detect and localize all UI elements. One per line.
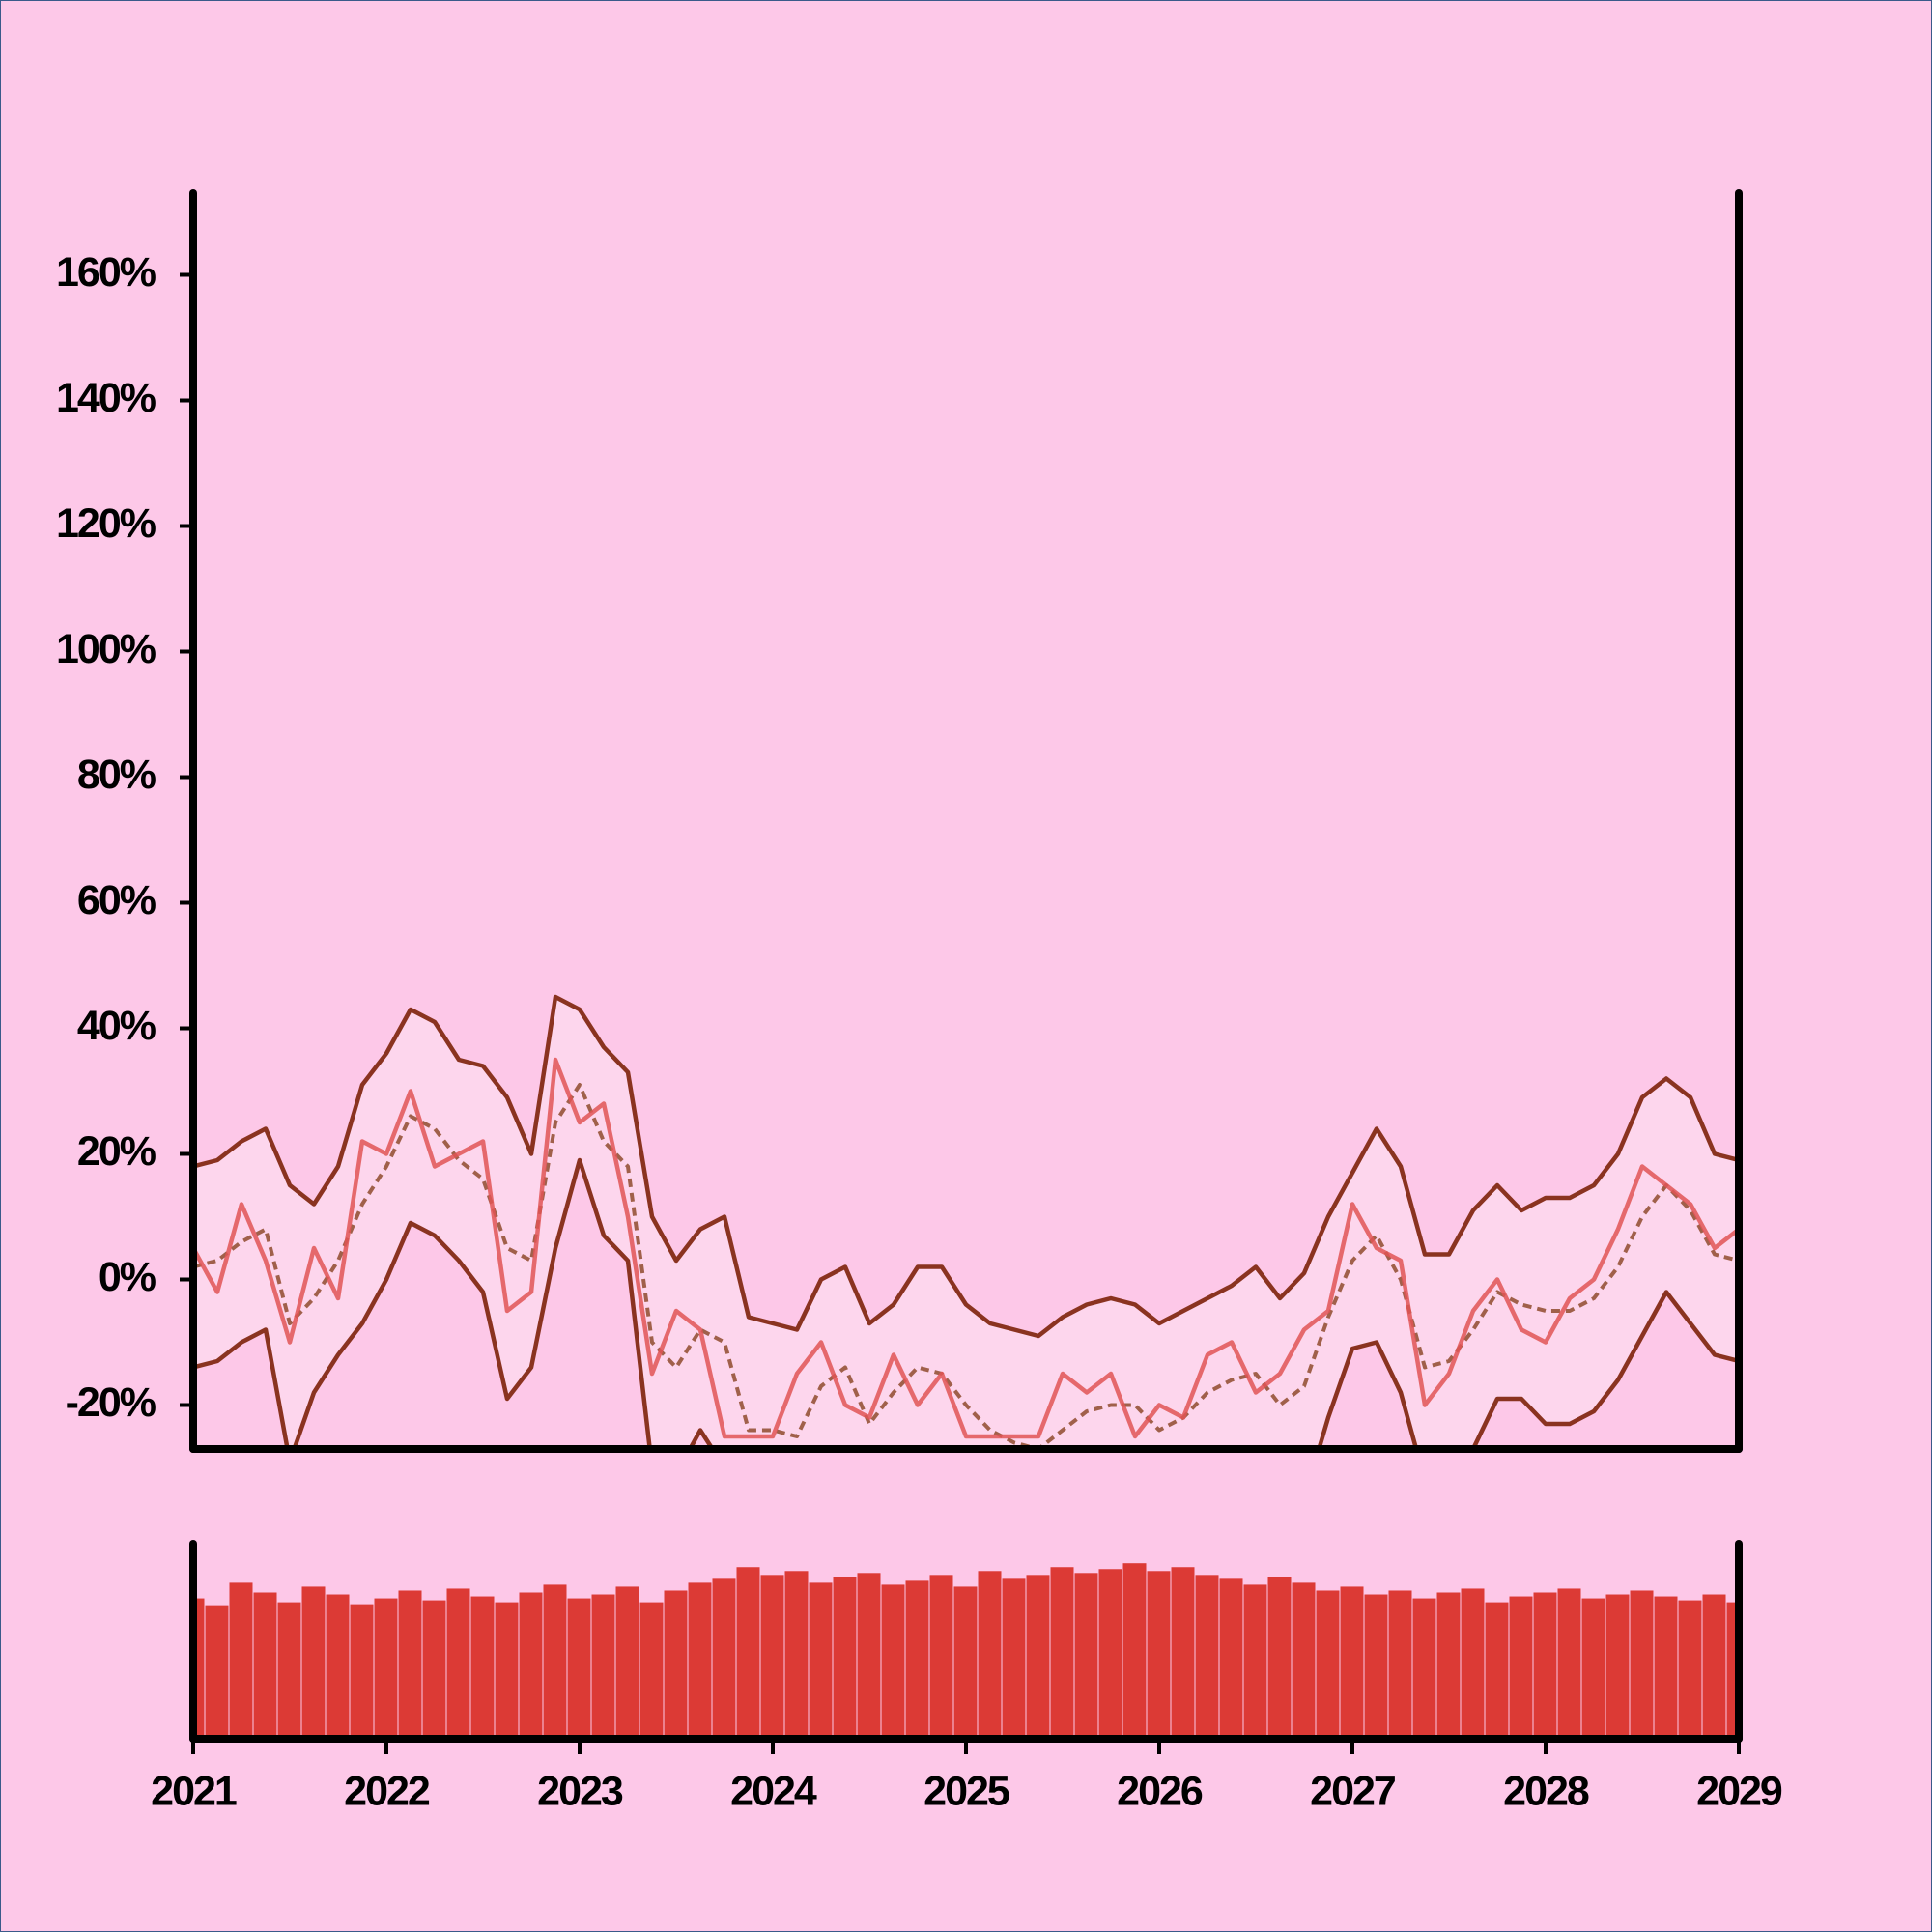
volume-bar xyxy=(1002,1578,1026,1739)
volume-bar xyxy=(446,1588,470,1739)
volume-bar xyxy=(1654,1596,1678,1739)
x-tick-label: 2029 xyxy=(1696,1768,1782,1814)
volume-bar xyxy=(929,1575,953,1739)
x-tick-label: 2022 xyxy=(344,1768,430,1814)
volume-bar xyxy=(1630,1590,1654,1739)
volume-bar xyxy=(1605,1594,1630,1739)
volume-bar xyxy=(1533,1592,1557,1739)
y-tick-label: 60% xyxy=(77,877,156,923)
x-tick-label: 2021 xyxy=(151,1768,237,1814)
main-plot xyxy=(193,994,1739,1449)
volume-bar xyxy=(978,1571,1002,1739)
volume-bar xyxy=(639,1602,664,1739)
volume-bar xyxy=(1316,1590,1340,1739)
volume-bar xyxy=(1098,1569,1122,1739)
volume-bar xyxy=(229,1582,253,1739)
volume-bar xyxy=(905,1580,929,1739)
volume-bar xyxy=(1485,1602,1509,1739)
x-tick-label: 2023 xyxy=(537,1768,623,1814)
line xyxy=(193,994,1739,1339)
y-tick-label: 80% xyxy=(77,752,156,798)
volume-bar xyxy=(1702,1594,1726,1739)
volume-bar xyxy=(519,1592,543,1739)
volume-bar xyxy=(543,1584,567,1739)
volume-bar xyxy=(1412,1598,1436,1739)
volume-bar xyxy=(470,1596,495,1739)
volume-bar xyxy=(1726,1602,1738,1739)
volume-bar xyxy=(688,1582,712,1739)
volume-bar xyxy=(857,1573,881,1739)
volume-bar xyxy=(1267,1577,1292,1739)
volume-bar xyxy=(664,1590,688,1739)
volume-bar xyxy=(350,1604,374,1739)
volume-bar xyxy=(1557,1588,1581,1739)
x-tick-label: 2028 xyxy=(1503,1768,1589,1814)
volume-bar xyxy=(1436,1592,1461,1739)
volume-bar xyxy=(953,1586,978,1739)
volume-bar xyxy=(1026,1575,1050,1739)
volume-bar xyxy=(615,1586,639,1739)
volume-bar xyxy=(1364,1594,1388,1739)
volume-bar xyxy=(1219,1578,1243,1739)
x-tick-label: 2024 xyxy=(730,1768,817,1814)
volume-bar xyxy=(760,1575,784,1739)
volume-bar xyxy=(301,1586,326,1739)
y-tick-label: 140% xyxy=(56,375,156,421)
x-tick-label: 2026 xyxy=(1117,1768,1203,1814)
x-tick-label: 2027 xyxy=(1310,1768,1396,1814)
volume-bar xyxy=(1171,1567,1195,1739)
volume-bar xyxy=(277,1602,301,1739)
volume-bar xyxy=(398,1590,422,1739)
line xyxy=(193,1083,1739,1449)
volume-bar xyxy=(591,1594,615,1739)
volume-bar xyxy=(1292,1582,1316,1739)
y-tick-label: 40% xyxy=(77,1003,156,1049)
y-tick-label: 160% xyxy=(56,249,156,296)
line xyxy=(193,1157,1739,1449)
axes: -20% 0% 20% 40% 60% 80% 100% 120% 140% 160% 2021 20… xyxy=(56,189,1784,1814)
volume-bar xyxy=(326,1594,350,1739)
volume-bar xyxy=(1195,1575,1219,1739)
volume-bar xyxy=(205,1605,229,1739)
volume-bar xyxy=(193,1598,205,1739)
line xyxy=(193,1057,1739,1439)
volume-bar xyxy=(833,1577,857,1739)
volume-bar xyxy=(784,1571,809,1739)
volume-bar xyxy=(1050,1567,1074,1739)
volume-plot xyxy=(193,1563,1738,1739)
y-tick-label: -20% xyxy=(66,1379,156,1426)
volume-bar xyxy=(736,1567,760,1739)
volume-bar xyxy=(1243,1584,1267,1739)
band-fill xyxy=(193,997,1739,1449)
volume-bar xyxy=(253,1592,277,1739)
volume-bar xyxy=(809,1582,833,1739)
volume-bar xyxy=(374,1598,398,1739)
y-tick-label: 20% xyxy=(77,1128,156,1175)
volume-bar xyxy=(712,1578,736,1739)
y-tick-label: 100% xyxy=(56,626,156,672)
volume-bar xyxy=(1074,1573,1098,1739)
volume-bar xyxy=(1581,1598,1605,1739)
volume-bar xyxy=(881,1584,905,1739)
y-tick-label: 0% xyxy=(99,1254,156,1300)
volume-bar xyxy=(1461,1588,1485,1739)
y-tick-label: 120% xyxy=(56,500,156,547)
volume-bar xyxy=(1678,1600,1702,1739)
volume-bar xyxy=(1388,1590,1412,1739)
volume-bar xyxy=(1147,1571,1171,1739)
volume-bar xyxy=(1509,1596,1533,1739)
volume-bar xyxy=(422,1600,446,1739)
volume-bar xyxy=(567,1598,591,1739)
volume-bar xyxy=(1122,1563,1147,1739)
x-tick-label: 2025 xyxy=(923,1768,1009,1814)
volume-bar xyxy=(1340,1586,1364,1739)
volume-bar xyxy=(495,1602,519,1739)
